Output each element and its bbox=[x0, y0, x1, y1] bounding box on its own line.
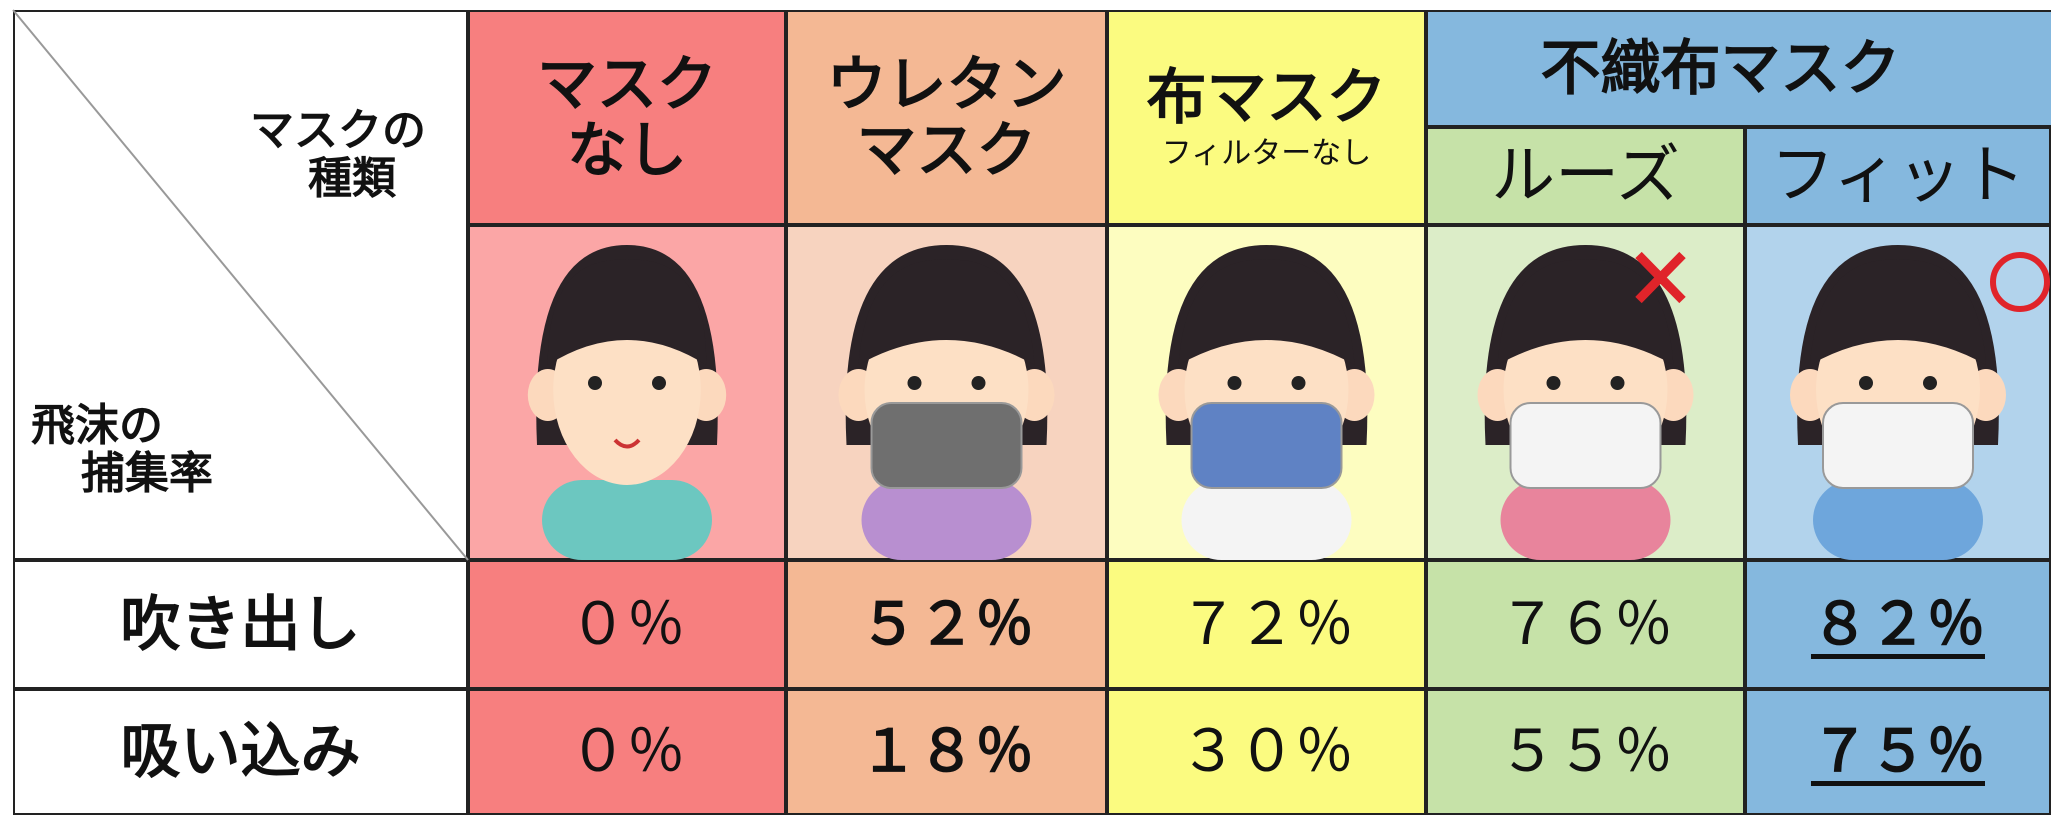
column-title: 布マスク bbox=[1146, 63, 1387, 133]
column-title: マスク bbox=[537, 49, 717, 120]
bangs bbox=[1497, 259, 1674, 365]
bangs bbox=[1178, 259, 1355, 365]
column-title: なし bbox=[567, 115, 687, 186]
value-cell: ３０％ bbox=[1107, 689, 1426, 815]
type-label: マスクの 種類 bbox=[250, 105, 426, 205]
shirt bbox=[861, 480, 1032, 560]
rate-value: ０％ bbox=[568, 589, 685, 658]
shirt bbox=[1500, 480, 1671, 560]
eye bbox=[971, 376, 986, 390]
mask bbox=[1509, 402, 1662, 489]
rate-label: 飛沫の 捕集率 bbox=[31, 400, 213, 500]
column-header: マスク なし bbox=[468, 10, 786, 225]
row-label: 吸い込み bbox=[120, 717, 361, 787]
rate-value: ７５％ bbox=[1810, 717, 1985, 786]
eye bbox=[1227, 376, 1242, 390]
eye bbox=[1546, 376, 1561, 390]
column-title: ルーズ bbox=[1491, 138, 1680, 213]
value-cell: ０％ bbox=[468, 560, 786, 689]
value-cell: ７２％ bbox=[1107, 560, 1426, 689]
column-header: ルーズ bbox=[1426, 127, 1745, 225]
bangs bbox=[1810, 259, 1986, 365]
mask bbox=[870, 402, 1023, 489]
row-label: 吹き出し bbox=[120, 589, 361, 660]
shirt bbox=[542, 480, 712, 560]
eye bbox=[652, 376, 666, 390]
eye bbox=[1859, 376, 1873, 390]
value-cell: ５５％ bbox=[1426, 689, 1745, 815]
type-label-line: マスクの bbox=[250, 105, 426, 156]
eye bbox=[907, 376, 922, 390]
group-title: 不織布マスク bbox=[1540, 33, 1901, 104]
eye bbox=[1610, 376, 1625, 390]
column-title: フィット bbox=[1770, 138, 2026, 213]
value-cell: １８％ bbox=[786, 689, 1107, 815]
mouth bbox=[613, 438, 641, 449]
eye bbox=[588, 376, 602, 390]
rate-value: ８２％ bbox=[1810, 589, 1985, 658]
rate-value: ０％ bbox=[568, 717, 685, 786]
value-cell: ５２％ bbox=[786, 560, 1107, 689]
rate-value: ７６％ bbox=[1498, 589, 1673, 658]
rate-label-line: 飛沫の bbox=[31, 400, 163, 451]
bangs bbox=[547, 259, 707, 365]
bangs bbox=[858, 259, 1035, 365]
rate-value: ３０％ bbox=[1179, 717, 1354, 786]
group-header: 不織布マスク bbox=[1426, 10, 2051, 127]
column-title: ウレタン bbox=[826, 49, 1067, 120]
rate-value: ７２％ bbox=[1179, 589, 1354, 658]
column-subtitle: フィルターなし bbox=[1161, 136, 1372, 171]
row-header: 吹き出し bbox=[13, 560, 468, 689]
rate-label-line: 捕集率 bbox=[81, 448, 213, 500]
column-header: ウレタン マスク bbox=[786, 10, 1107, 225]
shirt bbox=[1181, 480, 1352, 560]
type-label-line: 種類 bbox=[308, 153, 396, 205]
column-header: 布マスク フィルターなし bbox=[1107, 10, 1426, 225]
value-cell: ８２％ bbox=[1745, 560, 2051, 689]
rate-value: ５５％ bbox=[1498, 717, 1673, 786]
rate-value: １８％ bbox=[859, 717, 1034, 786]
corner-cell: マスクの 種類飛沫の 捕集率 bbox=[13, 10, 468, 560]
shirt bbox=[1813, 480, 1983, 560]
circle-mark bbox=[1990, 252, 2050, 312]
value-cell: ０％ bbox=[468, 689, 786, 815]
eye bbox=[1923, 376, 1937, 390]
column-title: マスク bbox=[856, 115, 1037, 186]
mask bbox=[1822, 402, 1974, 489]
row-header: 吸い込み bbox=[13, 689, 468, 815]
mask bbox=[1190, 402, 1343, 489]
rate-value: ５２％ bbox=[859, 589, 1034, 658]
cross-mark bbox=[1635, 251, 1686, 304]
value-cell: ７６％ bbox=[1426, 560, 1745, 689]
value-cell: ７５％ bbox=[1745, 689, 2051, 815]
corner-diagonal bbox=[12, 9, 469, 561]
column-header: フィット bbox=[1745, 127, 2051, 225]
eye bbox=[1291, 376, 1306, 390]
